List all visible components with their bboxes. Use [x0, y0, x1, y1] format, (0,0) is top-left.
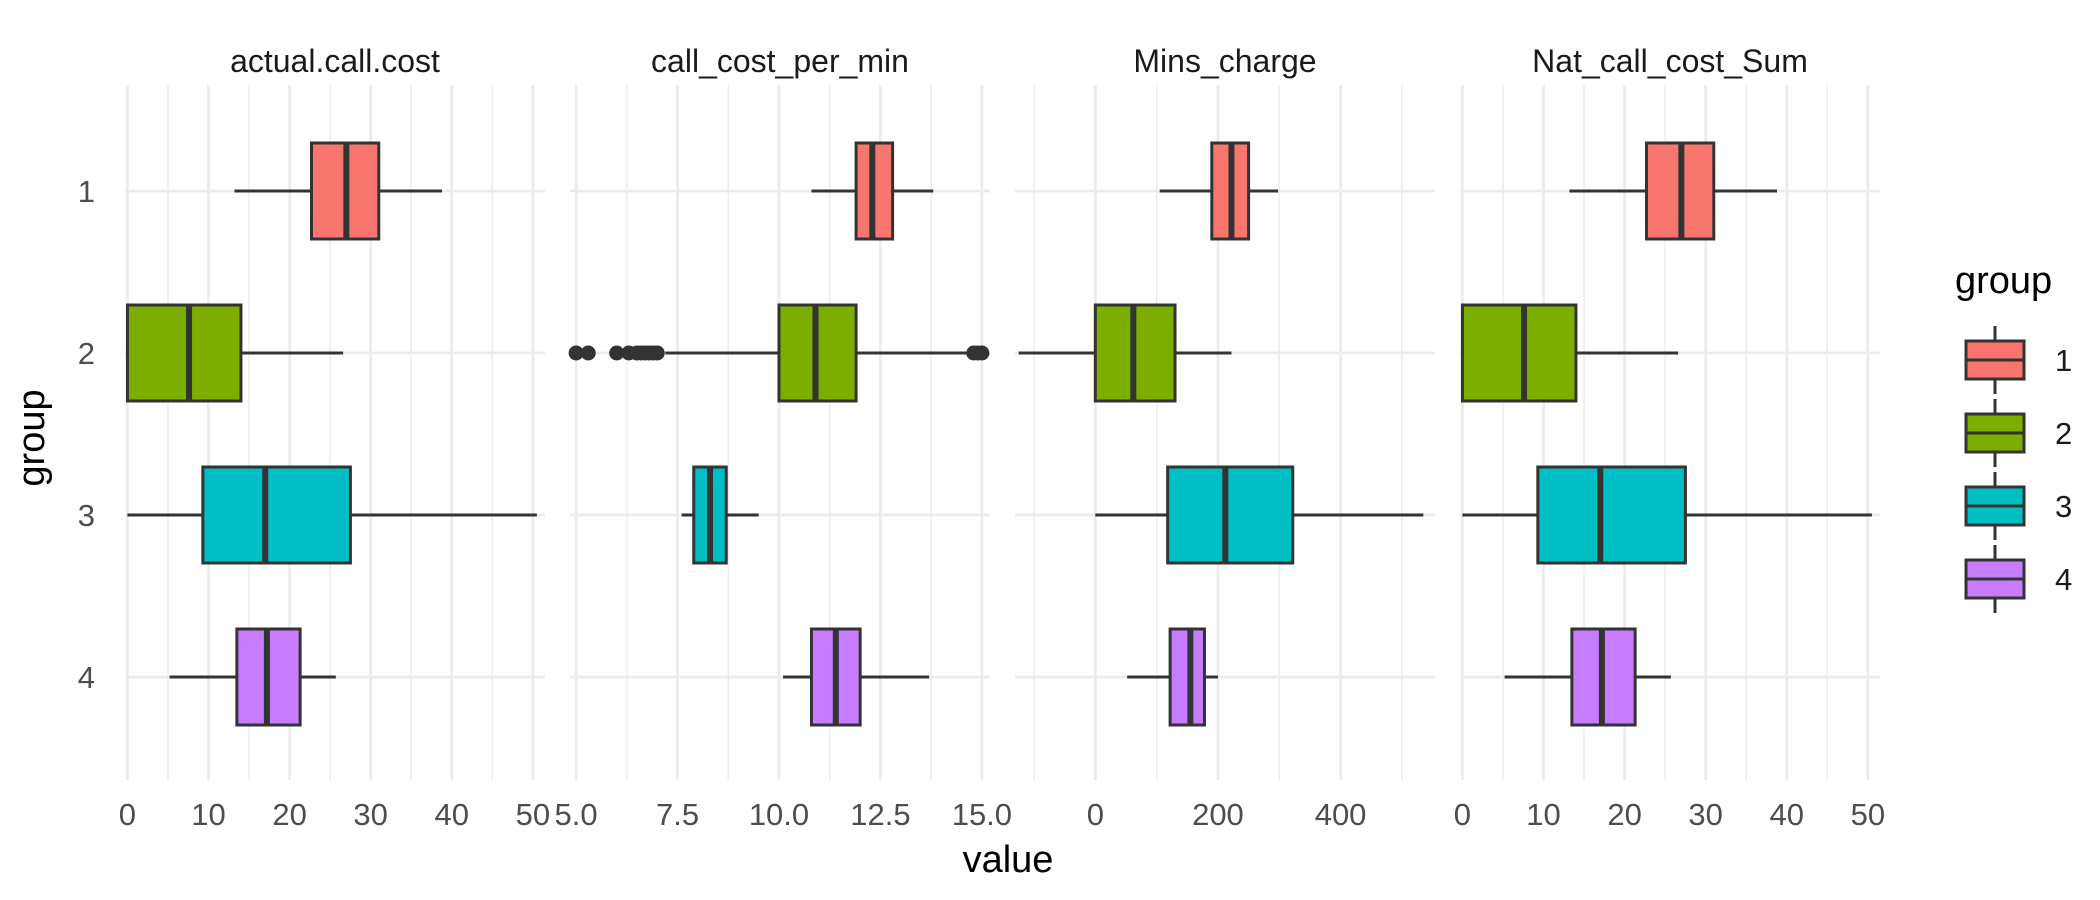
legend-label: 1: [2055, 343, 2072, 378]
y-tick-label: 3: [78, 498, 95, 533]
box-2: [1018, 303, 1232, 403]
box-3: [1462, 465, 1872, 565]
box-iqr: [1166, 465, 1295, 565]
box-2: [1460, 303, 1679, 403]
x-tick-label: 40: [435, 797, 469, 832]
box-2: [125, 303, 344, 403]
x-tick-label: 0: [119, 797, 136, 832]
x-tick-label: 12.5: [850, 797, 910, 832]
x-tick-label: 0: [1087, 797, 1104, 832]
y-tick-label: 4: [78, 660, 95, 695]
x-tick-label: 50: [516, 797, 550, 832]
x-tick-label: 30: [353, 797, 387, 832]
x-tick-label: 200: [1192, 797, 1244, 832]
x-axis-title: value: [963, 839, 1054, 881]
legend-label: 3: [2055, 489, 2072, 524]
outlier-point: [609, 345, 625, 361]
box-4: [783, 627, 930, 727]
box-2: [568, 303, 990, 403]
box-3: [1095, 465, 1424, 565]
facet-panel: Nat_call_cost_Sum 0 10 20 30 40 50: [1454, 43, 1885, 832]
box-3: [681, 465, 759, 565]
x-tick-label: 10.0: [749, 797, 809, 832]
facet-panel: Mins_charge 0 200 400: [1015, 43, 1435, 832]
y-axis: 1 2 3 4: [78, 174, 95, 695]
x-tick-label: 15.0: [952, 797, 1012, 832]
legend-item: 1: [1964, 326, 2072, 394]
legend-item: 4: [1964, 545, 2072, 613]
y-tick-label: 2: [78, 336, 95, 371]
box-4: [1127, 627, 1218, 727]
x-tick-label: 10: [1526, 797, 1560, 832]
x-tick-label: 5.0: [555, 797, 598, 832]
box-1: [234, 141, 443, 241]
y-tick-label: 1: [78, 174, 95, 209]
y-axis-title: group: [11, 389, 53, 486]
box-iqr: [201, 465, 352, 565]
box-1: [811, 141, 934, 241]
legend-item: 3: [1964, 472, 2072, 540]
x-tick-label: 30: [1688, 797, 1722, 832]
x-tick-label: 20: [272, 797, 306, 832]
legend-title: group: [1955, 260, 2052, 302]
x-tick-label: 20: [1607, 797, 1641, 832]
facet-title: Mins_charge: [1133, 43, 1316, 79]
legend-label: 4: [2055, 562, 2072, 597]
x-tick-label: 10: [191, 797, 225, 832]
box-4: [1504, 627, 1671, 727]
facet-panel: call_cost_per_min 5.0 7.5 10.0 12.5 15.0: [555, 43, 1013, 832]
box-1: [1159, 141, 1279, 241]
outlier-point: [649, 345, 665, 361]
legend: group 1 2 3 4: [1955, 260, 2072, 613]
box-1: [1569, 141, 1778, 241]
box-iqr: [1460, 303, 1578, 403]
x-tick-label: 400: [1315, 797, 1367, 832]
outlier-point: [580, 345, 596, 361]
outlier-point: [568, 345, 584, 361]
facet-title: call_cost_per_min: [651, 43, 909, 79]
facet-title: actual.call.cost: [230, 43, 440, 79]
facet-title: Nat_call_cost_Sum: [1532, 43, 1808, 79]
outlier-point: [974, 345, 990, 361]
box-iqr: [125, 303, 243, 403]
box-iqr: [1168, 627, 1206, 727]
x-tick-label: 40: [1770, 797, 1804, 832]
box-4: [169, 627, 336, 727]
x-tick-label: 0: [1454, 797, 1471, 832]
legend-label: 2: [2055, 416, 2072, 451]
box-3: [127, 465, 537, 565]
box-iqr: [1536, 465, 1687, 565]
legend-item: 2: [1964, 399, 2072, 467]
facet-panel: actual.call.cost 0 10 20 30 40 50: [119, 43, 550, 832]
x-tick-label: 7.5: [656, 797, 699, 832]
x-tick-label: 50: [1851, 797, 1885, 832]
